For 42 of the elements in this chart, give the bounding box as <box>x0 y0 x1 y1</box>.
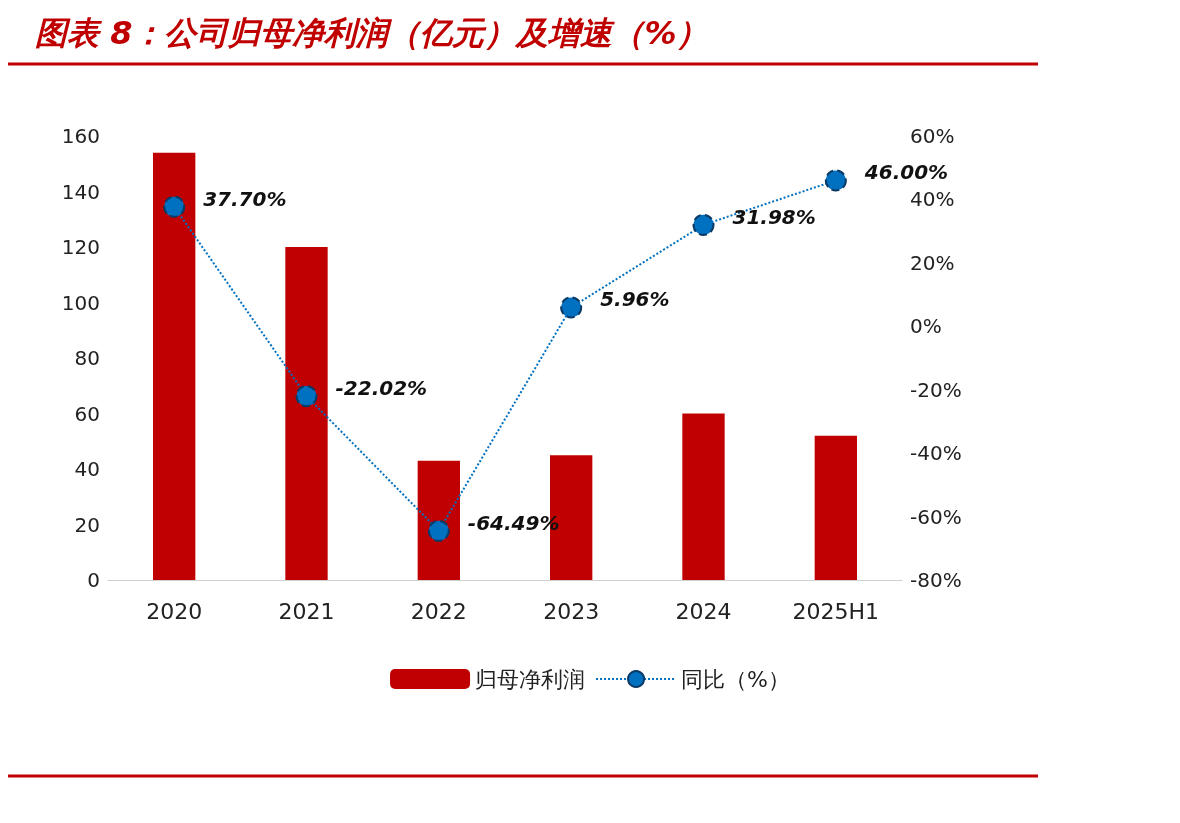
y-tick-label: 80 <box>74 346 100 370</box>
point <box>295 385 318 408</box>
x-tick-label: 2021 <box>278 598 335 624</box>
bar <box>152 152 196 580</box>
y2-tick-label: -40% <box>910 441 962 466</box>
data-label: 46.00% <box>863 160 949 185</box>
y-tick-label: 40 <box>74 457 100 481</box>
data-label: -22.02% <box>335 376 428 401</box>
y-tick-label: 20 <box>74 512 100 537</box>
data-label: 31.98% <box>732 204 816 229</box>
x-tick-label: 2020 <box>146 598 203 624</box>
legend-label: 归母净利润 <box>475 666 586 692</box>
bar <box>814 435 858 580</box>
data-label: 37.70% <box>203 186 287 211</box>
bar <box>285 247 328 580</box>
point <box>427 519 450 542</box>
chart-title: 图表 8：公司归母净利润（亿元）及增速（%） <box>35 14 709 52</box>
point <box>163 195 186 218</box>
y-tick-label: 0 <box>87 568 100 592</box>
y2-tick-label: 40% <box>910 187 955 212</box>
y2-tick-label: -20% <box>910 377 962 402</box>
y-tick-label: 120 <box>61 235 100 259</box>
y-tick-label: 60 <box>74 401 100 426</box>
bar <box>682 413 725 580</box>
x-tick-label: 2023 <box>543 598 600 624</box>
y2-tick-label: -80% <box>910 568 962 592</box>
point <box>560 296 583 319</box>
point <box>824 169 847 192</box>
point <box>692 213 715 236</box>
x-tick-label: 2022 <box>410 598 467 624</box>
legend-label: 同比（%） <box>681 666 790 692</box>
y2-tick-label: 60% <box>910 124 955 148</box>
data-label: 5.96% <box>600 287 670 312</box>
y2-tick-label: 20% <box>910 250 955 275</box>
x-tick-label: 2025H1 <box>792 598 880 624</box>
y-tick-label: 100 <box>61 290 100 315</box>
y-tick-label: 140 <box>61 179 100 204</box>
x-tick-label: 2024 <box>675 598 732 624</box>
y2-tick-label: -60% <box>910 504 962 529</box>
y-tick-label: 160 <box>61 124 100 148</box>
y2-tick-label: 0% <box>910 314 942 339</box>
bar <box>417 460 461 580</box>
